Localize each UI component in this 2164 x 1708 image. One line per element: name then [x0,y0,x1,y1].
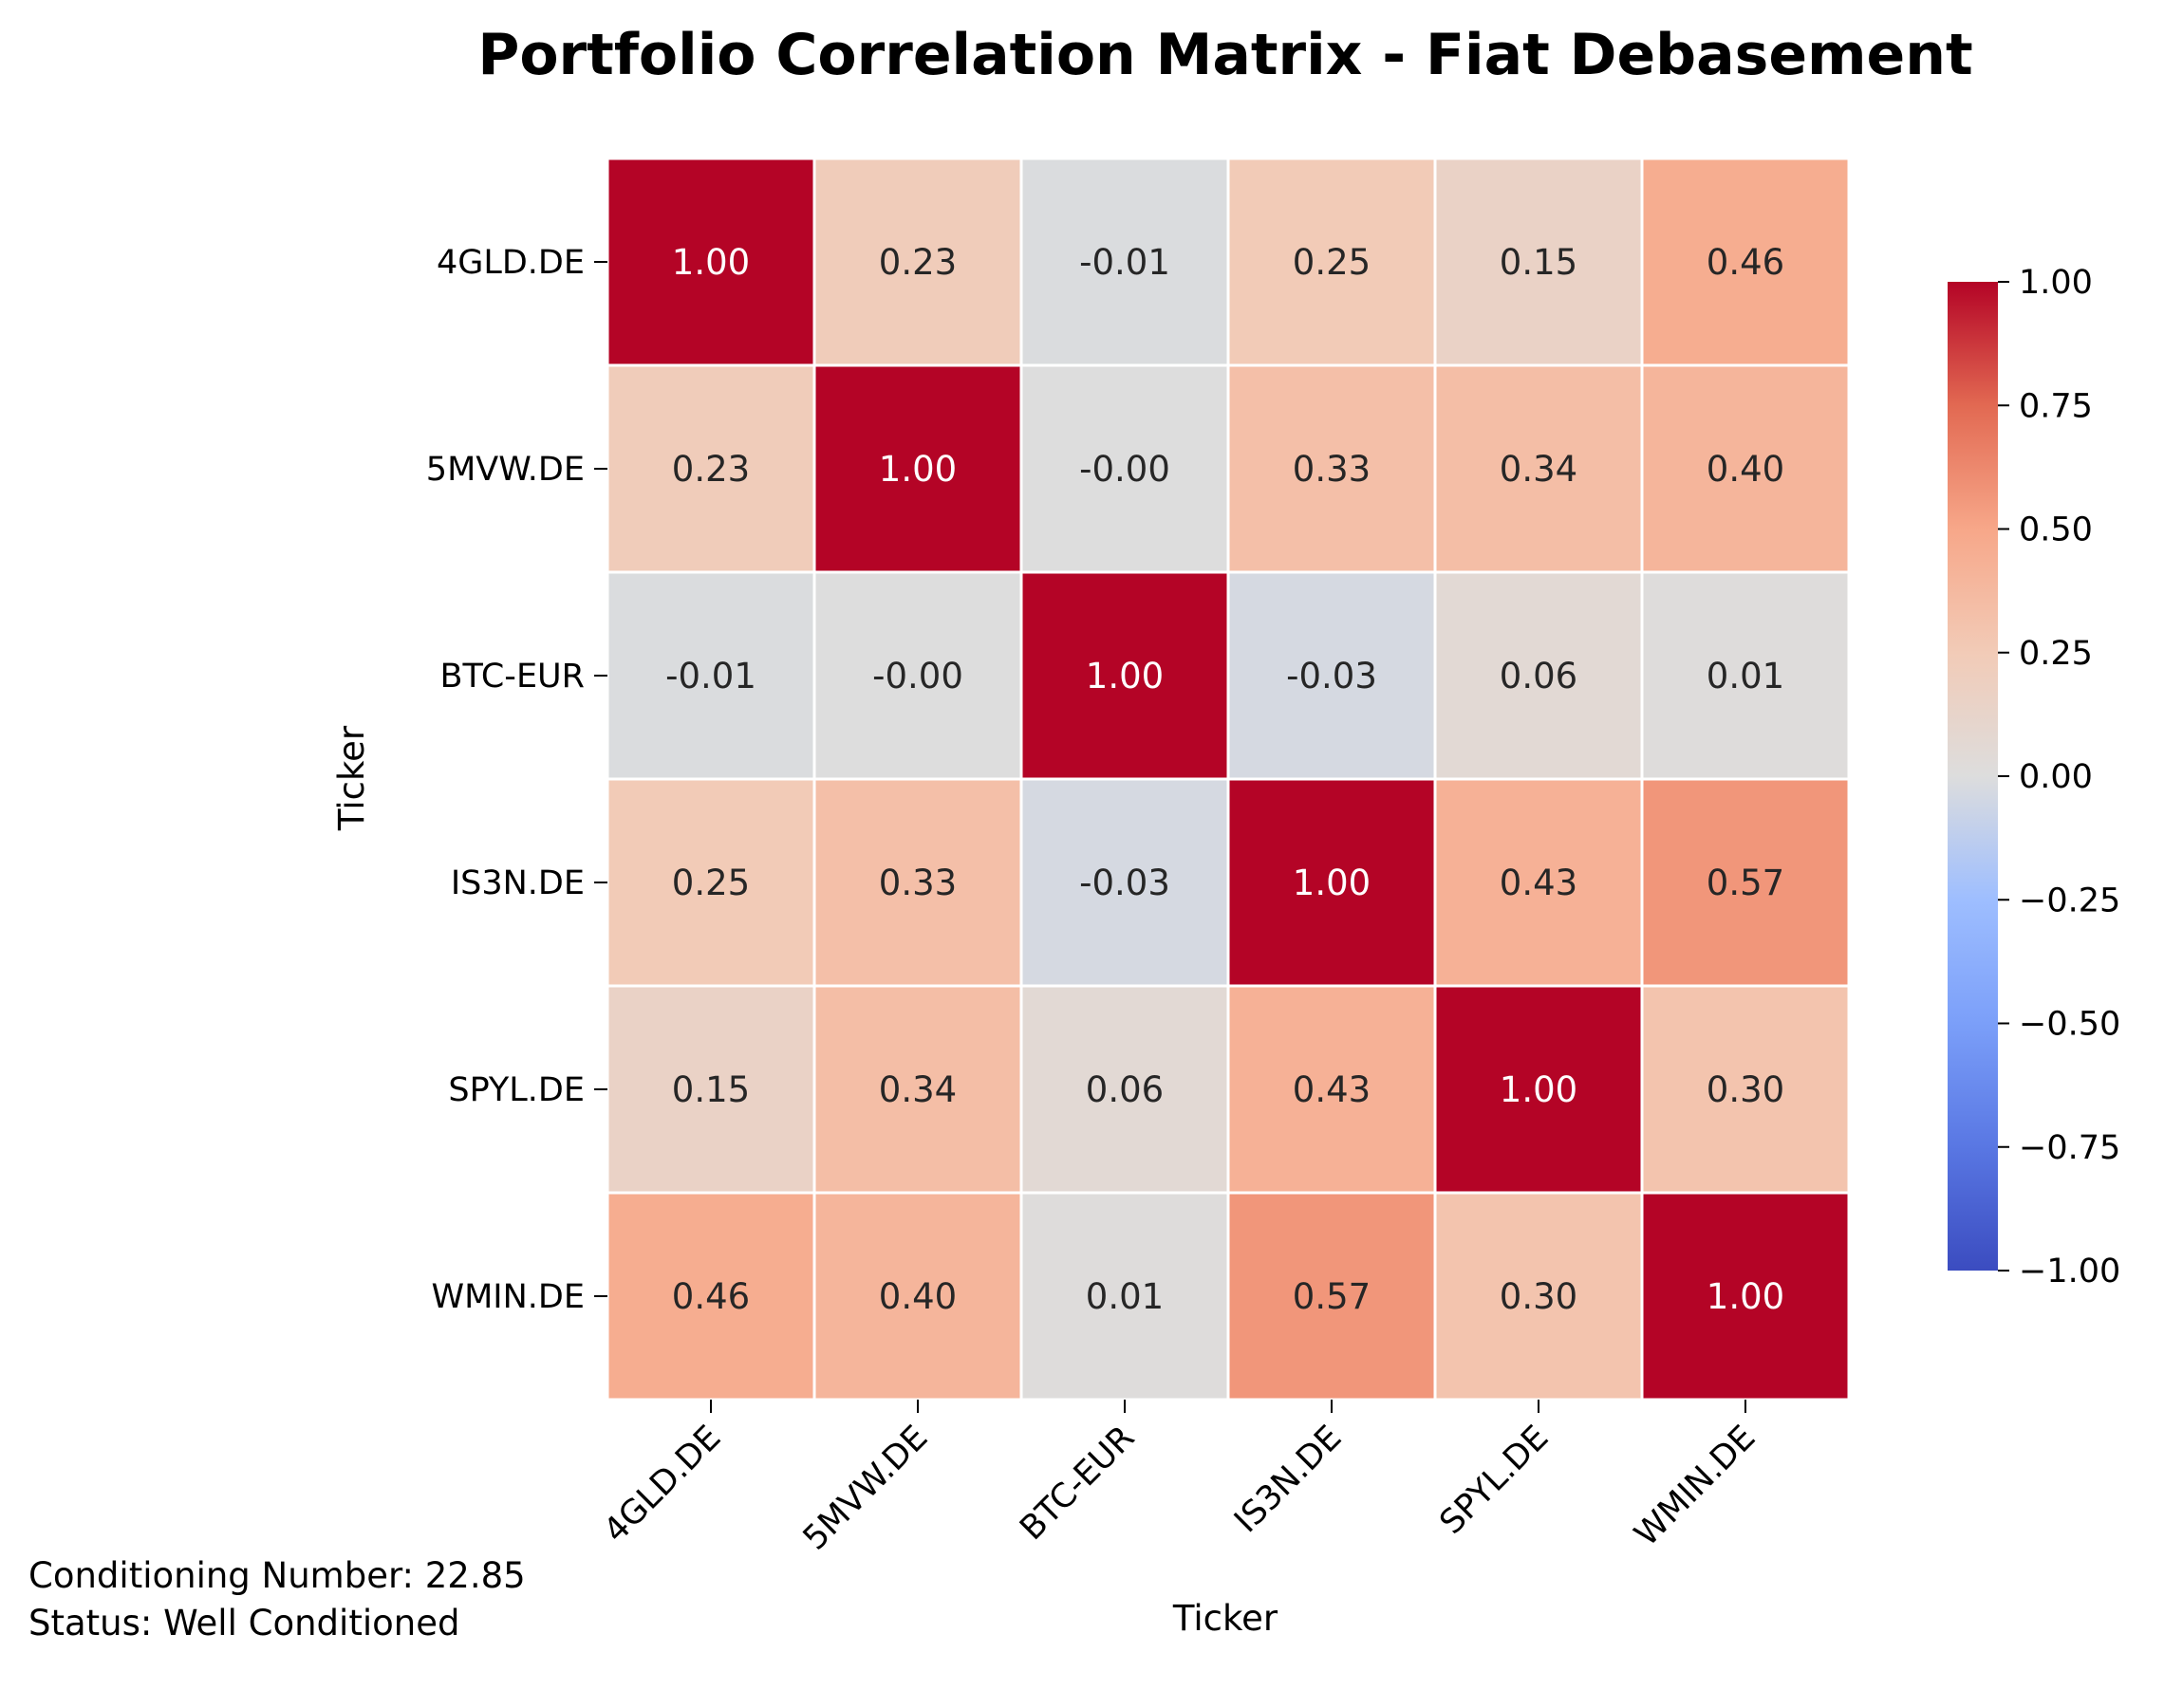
heatmap-cell [1433,157,1644,367]
heatmap-cell [1640,570,1851,781]
heatmap-cell [1640,363,1851,574]
cell-value-label: 1.00 [879,449,957,490]
y-tick-label: 5MVW.DE [426,451,585,489]
heatmap-cell [606,570,816,781]
heatmap-cell [1226,570,1437,781]
cell-value-label: 0.30 [1500,1276,1577,1317]
x-tick-label: BTC-EUR [1013,1419,1142,1548]
heatmap-cell [1019,984,1230,1195]
heatmap-cell [1640,984,1851,1195]
y-tick-label: BTC-EUR [440,658,585,696]
colorbar-tick-label: −0.25 [2019,882,2120,919]
heatmap-cell [1433,984,1644,1195]
cell-value-label: 0.25 [1293,242,1371,283]
chart-title: Portfolio Correlation Matrix - Fiat Deba… [477,22,1972,88]
cell-value-label: 1.00 [1500,1069,1577,1110]
cell-value-label: 1.00 [672,242,750,283]
x-axis-label: Ticker [1172,1598,1278,1639]
heatmap-cell [1226,777,1437,988]
y-axis-ticks: 4GLD.DE 5MVW.DE BTC-EUR IS3N.DE SPYL.DE WMIN.… [426,244,607,1316]
colorbar-tick-label: −0.50 [2019,1006,2120,1044]
cell-value-label: 1.00 [1293,863,1371,903]
heatmap-cell [606,1191,816,1402]
cell-value-label: 0.46 [1707,242,1784,283]
cell-value-label: 0.34 [1500,449,1577,490]
heatmap-cell [1019,777,1230,988]
colorbar-tick-label: −0.75 [2019,1129,2120,1167]
cell-value-label: 0.23 [672,449,750,490]
y-tick-label: WMIN.DE [432,1278,586,1316]
colorbar-tick-label: 0.00 [2019,758,2093,796]
heatmap-cell [1640,1191,1851,1402]
cell-value-label: -0.01 [1079,242,1170,283]
x-tick-label: 4GLD.DE [597,1419,729,1550]
colorbar-tick-label: 0.25 [2019,635,2093,673]
cell-value-label: 1.00 [1086,656,1164,696]
x-tick-label: SPYL.DE [1433,1419,1557,1542]
cell-value-label: 0.30 [1707,1069,1784,1110]
cell-value-label: 0.25 [672,863,750,903]
cell-value-label: 0.15 [672,1069,750,1110]
colorbar-tick-label: 0.75 [2019,387,2093,425]
heatmap-cell [812,363,1023,574]
heatmap-cell [1433,777,1644,988]
colorbar-ticks: 1.00 0.75 0.50 0.25 0.00 −0.25 −0.50 −0.75 −1.00 [1998,264,2120,1290]
heatmap-cell [1226,363,1437,574]
y-tick-label: IS3N.DE [451,864,585,902]
cell-value-label: 0.40 [1707,449,1784,490]
heatmap-cell [606,157,816,367]
heatmap-cell [606,777,816,988]
y-tick-label: SPYL.DE [448,1071,585,1109]
cell-value-label: 0.43 [1500,863,1577,903]
heatmap-cells: 1.00 0.23 -0.01 0.25 0.15 0.46 0.23 1.00 -0.00 0.… [606,157,1851,1402]
heatmap-cell [1226,157,1437,367]
cell-value-label: 0.40 [879,1276,957,1317]
cell-value-label: -0.00 [1079,449,1170,490]
cell-value-label: 0.33 [1293,449,1371,490]
x-tick-label: IS3N.DE [1227,1419,1349,1540]
heatmap-cell [1433,570,1644,781]
cell-value-label: -0.01 [665,656,756,696]
colorbar [1948,282,1998,1271]
cell-value-label: 0.23 [879,242,957,283]
cell-value-label: 0.06 [1500,656,1577,696]
cell-value-label: 0.06 [1086,1069,1164,1110]
cell-value-label: 0.01 [1707,656,1784,696]
heatmap-cell [1226,984,1437,1195]
heatmap-cell [812,777,1023,988]
heatmap-cell [1640,777,1851,988]
y-axis-label: Ticker [331,725,372,831]
conditioning-number-note: Conditioning Number: 22.85 [28,1555,526,1596]
heatmap-cell [812,570,1023,781]
cell-value-label: 0.15 [1500,242,1577,283]
x-tick-label: 5MVW.DE [796,1419,936,1558]
cell-value-label: -0.03 [1286,656,1377,696]
colorbar-tick-label: 0.50 [2019,511,2093,549]
x-axis-ticks: 4GLD.DE 5MVW.DE BTC-EUR IS3N.DE SPYL.DE WMIN.… [597,1400,1763,1558]
cell-value-label: 0.43 [1293,1069,1371,1110]
x-tick-label: WMIN.DE [1628,1419,1763,1553]
heatmap-cell [1640,157,1851,367]
cell-value-label: 0.57 [1293,1276,1371,1317]
cell-value-label: 0.57 [1707,863,1784,903]
cell-value-label: -0.00 [872,656,963,696]
cell-value-label: 1.00 [1707,1276,1784,1317]
cell-value-label: 0.33 [879,863,957,903]
colorbar-tick-label: 1.00 [2019,264,2093,302]
y-tick-label: 4GLD.DE [437,244,585,282]
heatmap-cell [1019,157,1230,367]
cell-value-label: 0.46 [672,1276,750,1317]
colorbar-tick-label: −1.00 [2019,1253,2120,1290]
heatmap-cell [1433,1191,1644,1402]
cell-value-label: 0.01 [1086,1276,1164,1317]
cell-value-label: 0.34 [879,1069,957,1110]
heatmap-cell [606,984,816,1195]
cell-value-label: -0.03 [1079,863,1170,903]
heatmap-cell [812,157,1023,367]
status-note: Status: Well Conditioned [28,1603,460,1643]
